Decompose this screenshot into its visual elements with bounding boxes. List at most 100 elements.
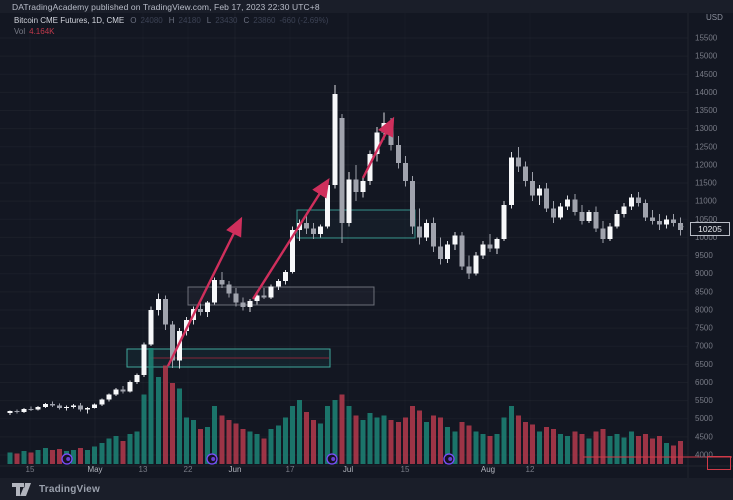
candle-body bbox=[35, 406, 41, 410]
price-axis[interactable] bbox=[688, 13, 733, 466]
volume-bar bbox=[614, 433, 620, 464]
candle-body bbox=[162, 299, 168, 325]
candle-body bbox=[148, 309, 154, 345]
candlestick-series bbox=[7, 85, 684, 416]
volume-bar bbox=[191, 419, 197, 464]
volume-bar bbox=[501, 417, 507, 464]
candle-body bbox=[226, 284, 232, 294]
time-axis[interactable] bbox=[0, 466, 688, 478]
candle-body bbox=[431, 222, 437, 247]
volume-bar bbox=[487, 436, 493, 464]
volume-bar bbox=[78, 447, 84, 464]
volume-bar bbox=[649, 438, 655, 464]
candle-body bbox=[416, 226, 422, 238]
time-axis-label: 13 bbox=[139, 465, 148, 474]
candle-body bbox=[579, 212, 585, 222]
volume-bar bbox=[212, 406, 218, 464]
volume-bar bbox=[409, 406, 415, 464]
candle-body bbox=[212, 280, 218, 303]
volume-bar bbox=[657, 436, 663, 464]
price-tick-label: 13000 bbox=[695, 124, 718, 133]
volume-bar bbox=[537, 431, 542, 464]
tradingview-logo-icon[interactable] bbox=[12, 482, 34, 496]
volume-bar bbox=[198, 429, 204, 464]
candle-body bbox=[614, 213, 620, 227]
volume-bar bbox=[261, 438, 267, 464]
volume-bar bbox=[558, 433, 564, 464]
tradingview-brand-text[interactable]: TradingView bbox=[39, 483, 100, 495]
volume-bar bbox=[494, 433, 500, 464]
time-axis-label: Jun bbox=[229, 465, 242, 474]
candle-body bbox=[558, 206, 564, 218]
volume-legend[interactable]: Vol 4.164K bbox=[14, 27, 54, 36]
candle-body bbox=[664, 219, 670, 225]
candle-body bbox=[473, 255, 479, 274]
candle-body bbox=[155, 299, 161, 310]
candle-body bbox=[14, 411, 20, 413]
candle-body bbox=[544, 188, 550, 209]
close-label: C bbox=[243, 16, 250, 25]
candle-body bbox=[529, 181, 535, 196]
trend-arrow[interactable] bbox=[361, 116, 395, 179]
volume-bar bbox=[367, 412, 373, 464]
volume-bar bbox=[219, 415, 225, 464]
symbol-legend[interactable]: Bitcoin CME Futures, 1D, CME O 24080 H 2… bbox=[14, 16, 328, 25]
price-tick-label: 5000 bbox=[695, 414, 713, 423]
candle-body bbox=[56, 405, 62, 409]
price-tick-label: 6000 bbox=[695, 378, 713, 387]
close-value: 23860 bbox=[253, 16, 276, 25]
price-tick-label: 5500 bbox=[695, 396, 713, 405]
trend-arrows[interactable] bbox=[166, 116, 395, 367]
volume-bar bbox=[325, 406, 331, 464]
time-axis-label: Aug bbox=[481, 465, 495, 474]
add-alert-plus-icon[interactable]: + bbox=[679, 222, 685, 232]
volume-bar bbox=[296, 400, 302, 464]
time-axis-label: 22 bbox=[184, 465, 193, 474]
candle-body bbox=[261, 295, 267, 298]
open-label: O bbox=[130, 16, 137, 25]
moon-phase-icon-dot bbox=[66, 457, 71, 461]
volume-bar bbox=[572, 431, 578, 464]
price-tick-label: 15500 bbox=[695, 34, 718, 43]
volume-bar bbox=[480, 433, 486, 464]
volume-bar bbox=[226, 419, 232, 464]
volume-bar bbox=[205, 426, 211, 464]
candle-body bbox=[537, 188, 542, 196]
attribution-text: DATradingAcademy published on TradingVie… bbox=[12, 2, 320, 12]
time-axis-label: 15 bbox=[26, 465, 35, 474]
volume-bar bbox=[346, 406, 352, 464]
moon-phase-markers[interactable] bbox=[61, 453, 455, 465]
volume-bar bbox=[452, 431, 458, 464]
zone-rect[interactable] bbox=[296, 209, 416, 239]
volume-bar bbox=[360, 419, 366, 464]
volume-bar bbox=[621, 437, 627, 464]
low-value: 23430 bbox=[215, 16, 238, 25]
volume-bar bbox=[311, 419, 317, 464]
time-axis-label: 15 bbox=[401, 465, 410, 474]
price-tick-label: 4000 bbox=[695, 451, 713, 460]
candle-body bbox=[318, 226, 324, 234]
trend-arrow[interactable] bbox=[251, 177, 330, 300]
price-tick-label: 7000 bbox=[695, 342, 713, 351]
volume-bar bbox=[42, 447, 48, 464]
volume-bar bbox=[56, 448, 62, 464]
candle-body bbox=[21, 408, 27, 413]
volume-bar bbox=[184, 417, 189, 464]
price-tick-label: 15000 bbox=[695, 52, 718, 61]
symbol-title[interactable]: Bitcoin CME Futures, 1D, CME bbox=[14, 16, 125, 25]
vol-label: Vol bbox=[14, 27, 26, 36]
trend-arrow[interactable] bbox=[166, 216, 243, 367]
candle-body bbox=[501, 204, 507, 240]
candle-body bbox=[374, 132, 380, 155]
volume-bar bbox=[113, 436, 119, 464]
vol-value: 4.164K bbox=[29, 27, 55, 36]
candle-body bbox=[593, 212, 599, 229]
volume-bar bbox=[678, 440, 684, 464]
candle-body bbox=[459, 235, 465, 267]
candle-body bbox=[28, 408, 34, 410]
candle-body bbox=[71, 405, 77, 407]
candle-body bbox=[311, 228, 317, 234]
candle-body bbox=[176, 330, 182, 361]
